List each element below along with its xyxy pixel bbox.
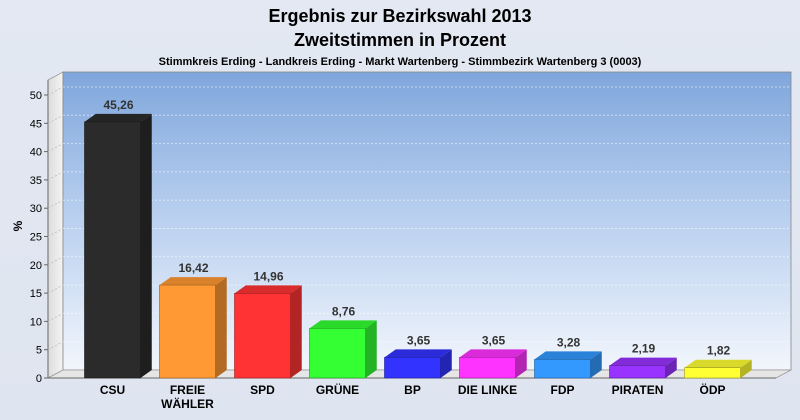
bar-side — [665, 357, 677, 378]
x-tick-label: FREIE — [170, 383, 205, 397]
data-label: 3,65 — [482, 333, 506, 347]
bar — [609, 357, 677, 379]
bar — [534, 351, 602, 379]
bar-front — [684, 367, 741, 379]
x-tick-label: DIE LINKE — [458, 383, 517, 397]
data-label: 2,19 — [632, 342, 656, 356]
bar-side — [290, 285, 302, 378]
data-label: 3,28 — [557, 335, 581, 349]
bar-top — [234, 285, 302, 294]
x-tick-label: CSU — [100, 383, 125, 397]
y-axis-ticks: 0 5 10 15 20 25 30 35 40 45 50 — [30, 90, 48, 385]
bar-top — [459, 349, 527, 358]
y-tick-label: 40 — [30, 147, 42, 159]
gridline-wall — [47, 284, 64, 294]
bar-top — [684, 359, 752, 368]
bar — [684, 359, 752, 379]
bar-side — [590, 351, 602, 378]
gridline-wall — [47, 313, 64, 322]
bar — [309, 320, 377, 379]
gridline-wall — [47, 171, 64, 181]
data-label: 45,26 — [103, 98, 133, 112]
x-tick-label: FDP — [551, 383, 575, 397]
data-label: 1,82 — [707, 344, 731, 358]
y-tick-label: 35 — [30, 175, 42, 187]
gridline-wall — [47, 228, 64, 237]
chart-title: Ergebnis zur Bezirkswahl 2013 — [268, 6, 531, 26]
bar-top — [159, 277, 227, 286]
bar-top — [534, 351, 602, 360]
x-tick-label: BP — [404, 383, 421, 397]
data-label: 3,65 — [407, 333, 431, 347]
y-tick-label: 25 — [30, 232, 42, 244]
bar — [234, 285, 302, 379]
data-label: 14,96 — [253, 269, 283, 283]
bar-front — [459, 357, 516, 379]
chart-subtitle: Zweitstimmen in Prozent — [294, 30, 506, 50]
y-axis-label: % — [11, 220, 25, 231]
y-tick-label: 10 — [30, 316, 42, 328]
bars: 45,26 16,42 14,96 8,76 3,65 3,65 3,28 2,19 1,82 — [84, 98, 752, 379]
bar-front — [234, 293, 291, 379]
bar-top — [84, 113, 152, 122]
bar-front — [609, 365, 666, 379]
bar-side — [140, 113, 152, 378]
y-tick-label: 50 — [30, 90, 42, 102]
bar-side — [440, 349, 452, 378]
chart-caption: Stimmkreis Erding - Landkreis Erding - M… — [159, 56, 642, 68]
gridline-wall — [47, 114, 64, 124]
bar — [159, 277, 227, 379]
y-tick-label: 0 — [36, 373, 42, 385]
x-tick-label: GRÜNE — [316, 382, 359, 397]
y-tick-label: 20 — [30, 260, 42, 272]
x-tick-label: WÄHLER — [161, 396, 214, 411]
x-tick-label: PIRATEN — [612, 383, 664, 397]
x-tick-label: SPD — [250, 383, 275, 397]
y-tick-label: 30 — [30, 203, 42, 215]
gridline-wall — [47, 199, 64, 209]
data-label: 8,76 — [332, 304, 356, 318]
y-tick-label: 45 — [30, 118, 42, 130]
y-tick-label: 5 — [36, 345, 42, 357]
bar-top — [309, 320, 377, 329]
gridline-wall — [47, 256, 64, 266]
gridline-wall — [47, 341, 64, 351]
bar — [459, 349, 527, 379]
x-tick-label: ÖDP — [699, 382, 725, 397]
gridline-wall — [47, 86, 64, 96]
bar-top — [384, 349, 452, 358]
bar-front — [384, 357, 441, 379]
bar-front — [159, 284, 216, 379]
y-tick-label: 15 — [30, 288, 42, 300]
bar-side — [515, 349, 527, 378]
bar-side — [740, 359, 752, 378]
bar-front — [534, 359, 591, 379]
bar — [84, 113, 152, 379]
gridline-wall — [47, 143, 64, 152]
bar — [384, 349, 452, 379]
bar-front — [84, 121, 141, 379]
bar-front — [309, 328, 366, 379]
bar-top — [609, 357, 677, 366]
bar-side — [365, 320, 377, 378]
data-label: 16,42 — [178, 261, 208, 275]
bar-side — [215, 277, 227, 378]
side-wall — [47, 71, 64, 379]
